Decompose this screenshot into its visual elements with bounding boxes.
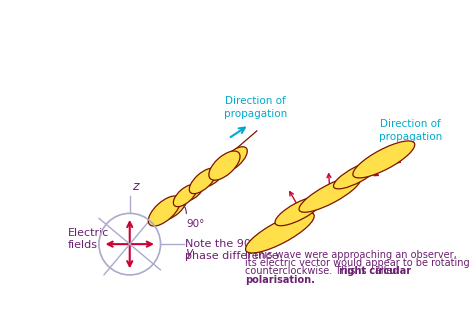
Ellipse shape: [173, 185, 197, 207]
Text: Direction of
propagation: Direction of propagation: [224, 96, 287, 119]
Ellipse shape: [183, 181, 204, 201]
Ellipse shape: [299, 176, 361, 212]
Ellipse shape: [160, 194, 187, 220]
Text: counterclockwise. This is called: counterclockwise. This is called: [245, 267, 402, 277]
Text: polarisation.: polarisation.: [245, 275, 315, 285]
Ellipse shape: [209, 151, 240, 180]
Text: If this wave were approaching an observer,: If this wave were approaching an observe…: [245, 249, 457, 260]
Text: 90°: 90°: [186, 219, 204, 229]
Ellipse shape: [353, 141, 415, 178]
Text: right circular: right circular: [339, 267, 411, 277]
Text: y: y: [185, 246, 192, 260]
Ellipse shape: [148, 196, 181, 226]
Ellipse shape: [201, 165, 225, 187]
Ellipse shape: [189, 168, 217, 194]
Text: Note the 90°
phase difference: Note the 90° phase difference: [185, 239, 279, 261]
Text: z: z: [132, 180, 138, 193]
Ellipse shape: [220, 147, 247, 172]
Ellipse shape: [246, 212, 314, 253]
Ellipse shape: [334, 161, 380, 189]
Text: Direction of
propagation: Direction of propagation: [379, 119, 442, 142]
Text: Electric
fields: Electric fields: [68, 227, 109, 250]
Ellipse shape: [275, 196, 323, 226]
Text: its electric vector would appear to be rotating: its electric vector would appear to be r…: [245, 258, 470, 268]
